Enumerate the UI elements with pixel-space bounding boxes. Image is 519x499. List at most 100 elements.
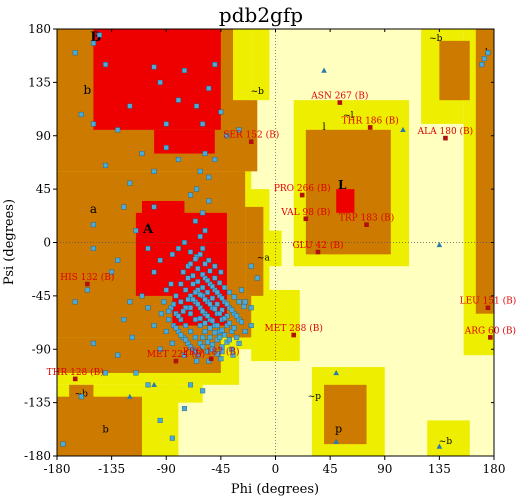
residue-point [209,342,215,348]
residue-point [206,85,212,91]
residue-point [166,317,172,323]
residue-point [157,346,163,352]
x-tick-label: -45 [211,462,230,476]
residue-point [212,275,218,281]
x-tick-label: 180 [483,462,506,476]
residue-point [163,145,169,151]
residue-point [481,56,487,62]
region-label: ~b [251,87,265,97]
residue-point [78,394,84,400]
residue-point [197,315,203,321]
residue-point [241,304,247,310]
residue-point [90,340,96,346]
core-region [93,29,221,130]
region-label: b [84,83,92,97]
region-label: ~b [439,437,453,447]
region-label: L [338,178,347,192]
residue-point [90,222,96,228]
residue-point [192,289,198,295]
residue-point [209,318,215,324]
residue-point [168,281,174,287]
zero-grid-lines [57,29,494,456]
residue-point [151,323,157,329]
generous-region [251,289,300,362]
residue-point [242,328,248,334]
residue-point [205,349,211,355]
residue-label: ARG 60 (B) [464,325,516,336]
residue-point [127,180,133,186]
allowed-region [245,206,264,296]
residue-point [188,261,194,267]
residue-point [222,332,228,338]
residue-point [151,269,157,275]
generous-region [427,420,470,456]
y-tick-label: 90 [36,129,51,143]
residue-point [200,344,206,350]
glycine-point [151,381,157,388]
residue-point [226,289,232,295]
x-tick-label: -90 [157,462,176,476]
residue-point [200,272,206,278]
residue-point [133,370,139,376]
y-tick-label: -180 [24,449,51,463]
residue-label: PRO 187 (B) [183,347,240,358]
residue-point [129,334,135,340]
residue-label: PRO 266 (B) [274,183,331,194]
residue-point [157,257,163,263]
allowed-region [439,40,470,101]
residue-point [192,349,198,355]
residue-point [115,352,121,358]
residue-point [188,249,194,255]
residue-point [200,210,206,216]
residue-point [90,40,96,46]
residue-points [60,32,491,449]
residue-point [181,406,187,412]
residue-point [217,334,223,340]
residue-point [212,62,218,68]
residue-point [234,313,240,319]
residue-point [195,279,201,285]
residue-point [173,293,179,299]
residue-point [242,299,248,305]
residue-point [236,127,242,133]
residue-point [222,285,228,291]
residue-point [200,121,206,127]
residue-point [197,292,203,298]
glycine-point [436,443,443,449]
x-tick-label: 45 [322,462,337,476]
residue-point [219,327,225,333]
y-tick-label: -90 [32,342,51,356]
residue-point [229,307,235,313]
residue-point [248,263,254,269]
residue-point [195,266,201,272]
residue-point [178,281,184,287]
labeled-residue-point [248,139,254,144]
residue-point [188,328,194,334]
residue-point [188,305,194,311]
allowed-region [475,29,494,314]
residue-point [202,151,208,157]
residue-label: ALA 180 (B) [417,126,474,137]
residue-point [226,337,232,343]
labeled-residue-point [173,358,179,364]
residue-point [194,186,200,192]
core-region [111,94,203,113]
residue-point [180,269,186,275]
residue-label: SER 152 (B) [223,130,279,141]
residue-point [200,308,206,314]
residue-label: THR 128 (B) [47,367,104,378]
y-tick-label: 135 [28,75,51,89]
residue-point [207,334,213,340]
residue-point [178,332,184,338]
residue-label: GLU 42 (B) [292,240,343,251]
residue-point [163,121,169,127]
residue-point [214,323,220,329]
y-tick-label: 0 [43,236,51,250]
residue-point [214,301,220,307]
residue-point [166,308,172,314]
residue-point [90,245,96,251]
labeled-residue-point [337,100,343,105]
region-label: ~l [343,111,354,121]
region-label: B [90,30,101,45]
residue-point [190,273,196,279]
